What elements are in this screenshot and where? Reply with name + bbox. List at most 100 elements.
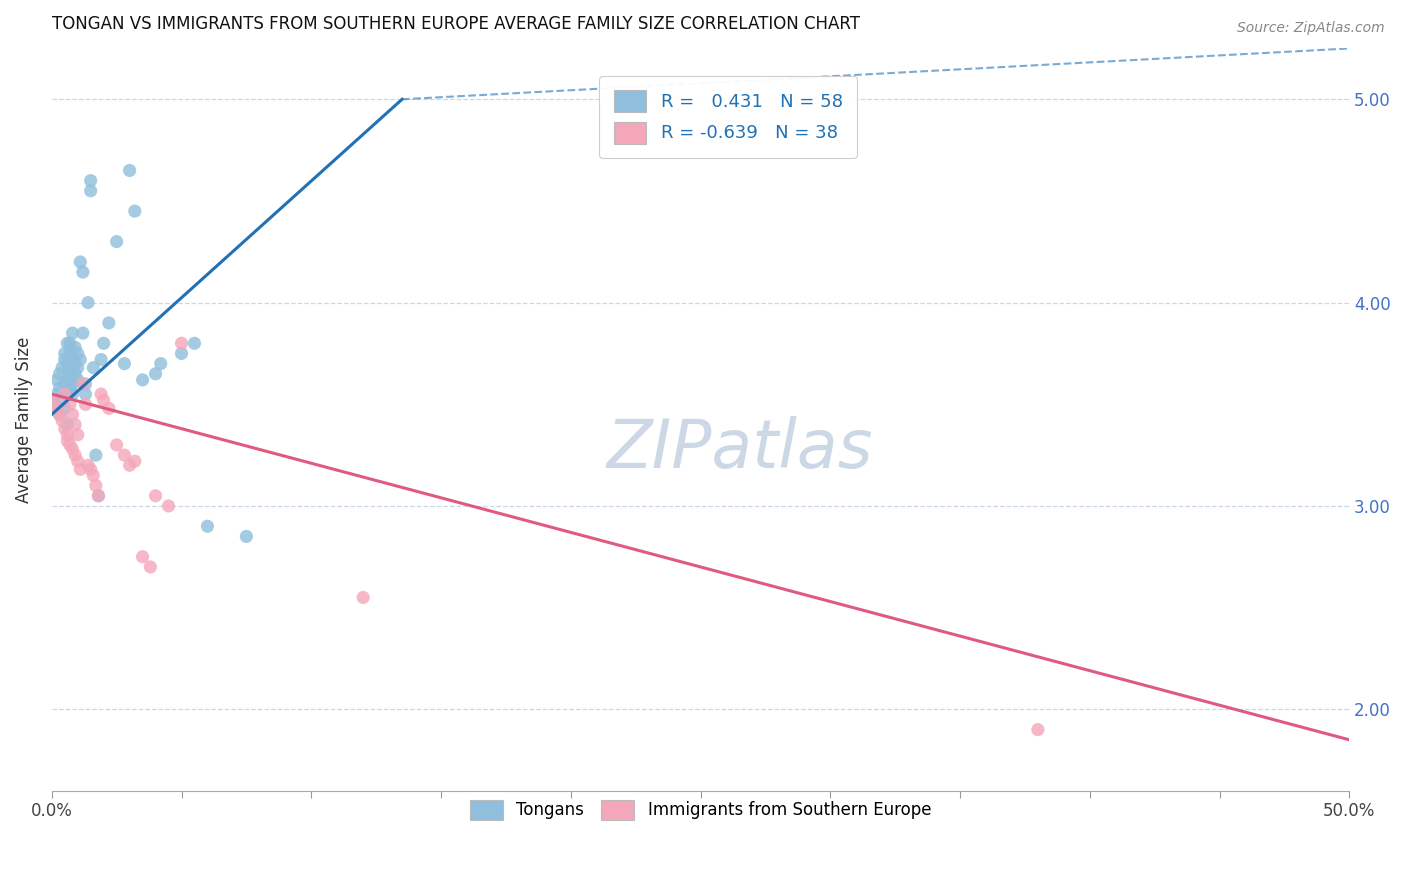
Point <box>63 417 86 432</box>
Point <box>63 340 86 354</box>
Point <box>93 336 115 351</box>
Point <box>53 352 76 367</box>
Point <box>84 448 107 462</box>
Point <box>48 408 70 422</box>
Point <box>62 326 84 340</box>
Point <box>131 373 153 387</box>
Point <box>183 336 205 351</box>
Point <box>87 489 110 503</box>
Point <box>235 529 257 543</box>
Point <box>53 387 76 401</box>
Point <box>75 376 97 391</box>
Point <box>51 413 73 427</box>
Point <box>131 549 153 564</box>
Point <box>90 352 112 367</box>
Point <box>145 367 167 381</box>
Point <box>97 401 120 416</box>
Point <box>90 387 112 401</box>
Point <box>56 434 79 448</box>
Point <box>56 417 79 432</box>
Point <box>63 367 86 381</box>
Point <box>105 235 128 249</box>
Point <box>124 454 146 468</box>
Point <box>105 438 128 452</box>
Point <box>139 560 162 574</box>
Point <box>62 352 84 367</box>
Point <box>59 346 82 360</box>
Point <box>63 448 86 462</box>
Point <box>112 357 135 371</box>
Point <box>84 478 107 492</box>
Point <box>1026 723 1049 737</box>
Point <box>44 397 66 411</box>
Point <box>72 265 94 279</box>
Point <box>53 346 76 360</box>
Point <box>82 360 104 375</box>
Point <box>53 376 76 391</box>
Point <box>56 336 79 351</box>
Point <box>145 489 167 503</box>
Point <box>45 401 67 416</box>
Point <box>77 458 100 473</box>
Point <box>93 393 115 408</box>
Point <box>69 255 91 269</box>
Point <box>72 376 94 391</box>
Point <box>69 352 91 367</box>
Point <box>75 387 97 401</box>
Point <box>48 381 70 395</box>
Point <box>66 454 89 468</box>
Point <box>118 163 141 178</box>
Point <box>45 373 67 387</box>
Point <box>352 591 374 605</box>
Point <box>56 357 79 371</box>
Point <box>59 381 82 395</box>
Point <box>66 360 89 375</box>
Point <box>59 360 82 375</box>
Point <box>63 357 86 371</box>
Point <box>56 427 79 442</box>
Point <box>51 360 73 375</box>
Point <box>69 462 91 476</box>
Point <box>77 295 100 310</box>
Point <box>66 427 89 442</box>
Point <box>82 468 104 483</box>
Text: TONGAN VS IMMIGRANTS FROM SOUTHERN EUROPE AVERAGE FAMILY SIZE CORRELATION CHART: TONGAN VS IMMIGRANTS FROM SOUTHERN EUROP… <box>52 15 859 33</box>
Point <box>48 367 70 381</box>
Point <box>197 519 219 533</box>
Point <box>44 393 66 408</box>
Point <box>118 458 141 473</box>
Point <box>66 346 89 360</box>
Y-axis label: Average Family Size: Average Family Size <box>15 336 32 503</box>
Point <box>170 346 193 360</box>
Text: ZIPatlas: ZIPatlas <box>606 417 873 483</box>
Point <box>59 367 82 381</box>
Point <box>149 357 172 371</box>
Point <box>59 336 82 351</box>
Point <box>79 184 101 198</box>
Point <box>75 397 97 411</box>
Point <box>59 397 82 411</box>
Point <box>59 438 82 452</box>
Point <box>170 336 193 351</box>
Point <box>56 387 79 401</box>
Point <box>79 462 101 476</box>
Point <box>62 408 84 422</box>
Legend: Tongans, Immigrants from Southern Europe: Tongans, Immigrants from Southern Europe <box>463 793 938 827</box>
Point <box>62 387 84 401</box>
Point <box>62 442 84 456</box>
Point <box>48 408 70 422</box>
Text: Source: ZipAtlas.com: Source: ZipAtlas.com <box>1237 21 1385 35</box>
Point <box>124 204 146 219</box>
Point <box>56 373 79 387</box>
Point <box>45 387 67 401</box>
Point <box>53 422 76 436</box>
Point <box>62 376 84 391</box>
Point <box>97 316 120 330</box>
Point <box>51 393 73 408</box>
Point <box>79 173 101 187</box>
Point <box>53 401 76 416</box>
Point <box>66 373 89 387</box>
Point <box>112 448 135 462</box>
Point <box>157 499 180 513</box>
Point <box>87 489 110 503</box>
